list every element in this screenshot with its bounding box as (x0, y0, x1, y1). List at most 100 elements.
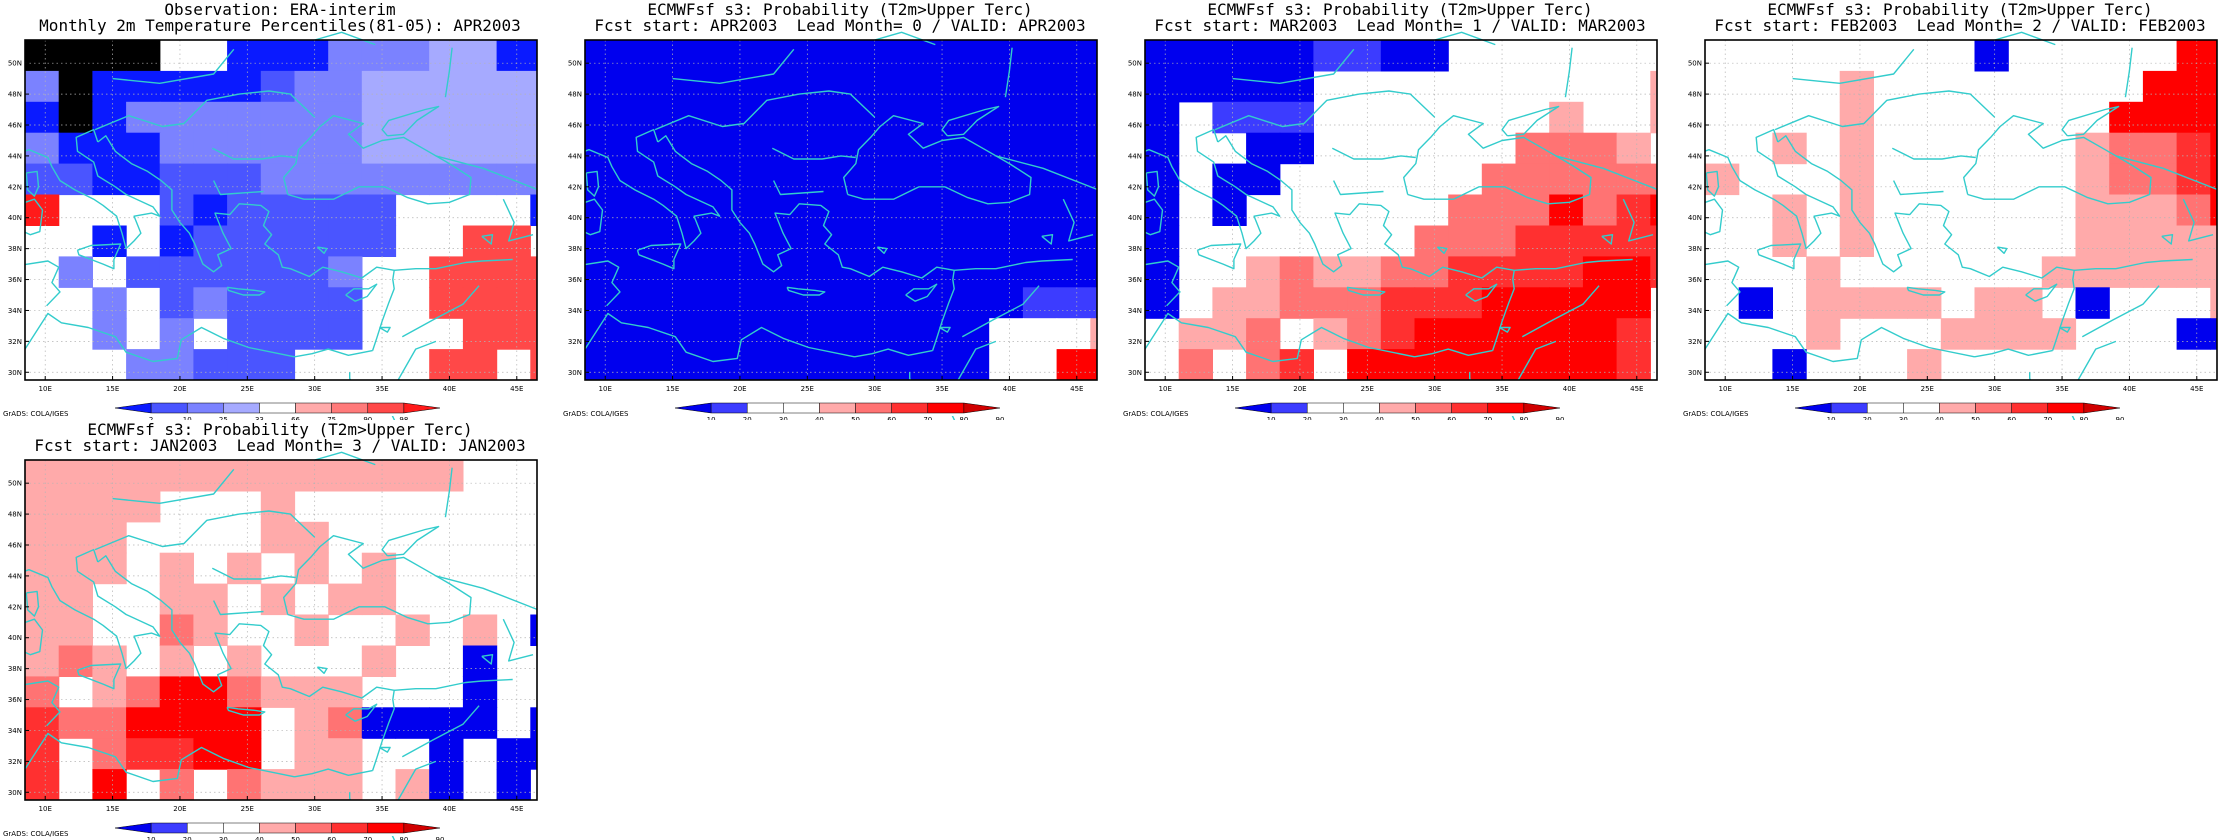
data-cell (719, 287, 754, 319)
data-cells (25, 460, 538, 801)
data-cell (2210, 225, 2218, 257)
coastline (283, 114, 472, 205)
grads-credit: GrADS: COLA/IGES (563, 410, 629, 418)
data-cell (686, 132, 721, 165)
data-cell (1145, 225, 1180, 257)
data-cell (989, 225, 1024, 257)
y-tick-label: 40N (8, 214, 22, 222)
data-cell (1279, 101, 1314, 134)
data-cell (955, 256, 990, 288)
coastline (1346, 286, 1386, 296)
data-cell (496, 318, 531, 350)
coastline (1974, 348, 2053, 358)
data-cell (1515, 287, 1550, 319)
data-cell (159, 256, 194, 288)
data-cell (294, 738, 329, 770)
coastline (1465, 283, 1498, 302)
colorbar-swatch (1306, 402, 1344, 414)
y-tick-label: 30N (8, 789, 22, 797)
x-tick-label: 45E (1630, 385, 1643, 393)
data-cell (260, 70, 296, 103)
data-cell (126, 101, 161, 134)
data-cell (1313, 256, 1348, 288)
x-tick-label: 10E (1159, 385, 1172, 393)
data-cell (1279, 70, 1314, 103)
data-cell (753, 101, 788, 134)
data-cell (585, 132, 620, 165)
data-cell (1347, 287, 1382, 319)
data-cell (496, 769, 531, 801)
data-cell (2210, 163, 2218, 196)
x-tick-label: 15E (106, 805, 119, 813)
data-cell (888, 318, 923, 350)
mask-right (1097, 36, 1120, 386)
y-tick-label: 48N (568, 91, 582, 99)
data-cell (719, 101, 754, 134)
coastline (2074, 258, 2193, 271)
colorbar-label: 50 (1971, 416, 1980, 420)
data-cell (227, 769, 262, 801)
data-cell (1279, 132, 1314, 165)
x-tick-label: 40E (1563, 385, 1576, 393)
data-cell (1347, 256, 1382, 288)
y-tick-label: 32N (8, 338, 22, 346)
grads-credit: GrADS: COLA/IGES (3, 830, 69, 838)
data-cell (328, 676, 363, 708)
data-cell (294, 70, 329, 103)
colorbar-label: 30 (779, 416, 788, 420)
colorbar-label: 40 (1935, 416, 1944, 420)
data-cell (1212, 163, 1247, 196)
data-cell (1056, 318, 1091, 350)
data-cell (2109, 225, 2144, 257)
data-cell (1380, 256, 1416, 288)
coastline (24, 312, 295, 363)
y-tick-label: 32N (568, 338, 582, 346)
data-cell (1582, 163, 1618, 196)
map-frame (1704, 39, 2218, 381)
colorbar-swatch (819, 402, 856, 414)
data-cell (1650, 101, 1658, 134)
panel-subtitle: Fcst start: FEB2003 Lead Month= 2 / VALI… (1714, 16, 2206, 35)
data-cell (462, 101, 498, 134)
map-frame (24, 459, 538, 801)
data-cell (25, 521, 60, 554)
data-cell (686, 225, 721, 257)
data-cell (260, 583, 296, 616)
colorbar-swatch (2011, 402, 2049, 414)
data-cell (1090, 287, 1098, 319)
data-cell (585, 287, 620, 319)
map-frame (1144, 39, 1658, 381)
data-cell (496, 101, 531, 134)
data-cell (1481, 287, 1517, 319)
data-cell (193, 101, 228, 134)
coastline (2025, 283, 2058, 302)
data-cell (328, 132, 363, 165)
data-cell (260, 460, 296, 492)
data-cell (1448, 287, 1483, 319)
y-tick-label: 38N (568, 245, 582, 253)
data-cell (1616, 349, 1651, 381)
data-cell (429, 163, 464, 196)
colorbar-swatch (710, 402, 748, 414)
x-tick-label: 35E (375, 385, 388, 393)
data-cell (227, 163, 262, 196)
colorbar-swatch (295, 402, 332, 414)
data-cell (989, 318, 1024, 350)
data-cell (1582, 194, 1618, 226)
data-cell (1145, 40, 1180, 72)
x-tick-label: 40E (443, 385, 456, 393)
data-cell (193, 163, 228, 196)
data-cell (193, 194, 228, 226)
data-cell (2075, 225, 2110, 257)
data-cell (227, 707, 262, 739)
data-cell (787, 318, 822, 350)
data-cell (193, 707, 228, 739)
panel-lead-3: ECMWFsf s3: Probability (T2m>Upper Terc)… (0, 420, 560, 840)
coastline (1144, 312, 1415, 363)
data-cell (227, 287, 262, 319)
coastline (1332, 180, 1384, 196)
data-cell (530, 614, 538, 646)
data-cell (719, 225, 754, 257)
coastline (1131, 128, 1281, 250)
data-cell (328, 287, 363, 319)
